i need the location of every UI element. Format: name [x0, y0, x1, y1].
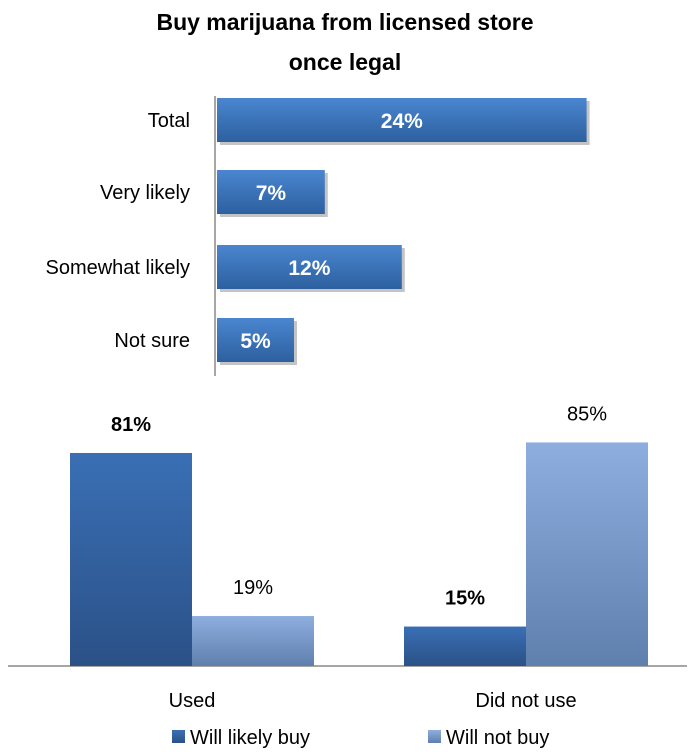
bar-value-label-somewhat-likely: 12% — [288, 257, 330, 280]
bar-did-not-use-will-likely-buy — [404, 626, 526, 666]
category-label-used: Used — [169, 690, 216, 712]
legend-swatch-will-likely-buy — [172, 730, 185, 743]
bar-value-label-not-sure: 5% — [240, 330, 271, 353]
value-label-did-not-use-will-not-buy: 85% — [567, 403, 607, 425]
bar-did-not-use-will-not-buy — [526, 442, 648, 666]
legend-swatch-will-not-buy — [428, 730, 441, 743]
chart-title-line-1: Buy marijuana from licensed store — [156, 9, 533, 35]
bar-very-likely — [217, 170, 325, 214]
value-label-used-will-not-buy: 19% — [233, 577, 273, 599]
legend: Will likely buy Will not buy — [172, 727, 549, 749]
horizontal-bar-chart: 24% Total 7% Very likely 12% Somewhat likely 5… — [45, 96, 590, 376]
legend-label-will-not-buy: Will not buy — [446, 727, 549, 749]
category-label-did-not-use: Did not use — [475, 690, 576, 712]
bar-used-will-not-buy — [192, 616, 314, 666]
bar-value-label-total: 24% — [381, 110, 423, 133]
grouped-bar-chart: 81% 19% Used 15% 85% Did not use — [8, 403, 687, 712]
legend-label-will-likely-buy: Will likely buy — [190, 727, 310, 749]
category-label-not-sure: Not sure — [114, 330, 190, 352]
value-label-did-not-use-will-likely-buy: 15% — [445, 588, 485, 610]
bar-used-will-likely-buy — [70, 452, 192, 666]
chart-title-line-2: once legal — [289, 49, 401, 75]
category-label-somewhat-likely: Somewhat likely — [45, 257, 190, 279]
value-label-used-will-likely-buy: 81% — [111, 414, 151, 436]
bar-total — [217, 98, 587, 142]
category-label-very-likely: Very likely — [100, 182, 190, 204]
category-label-total: Total — [148, 110, 190, 132]
bar-somewhat-likely — [217, 245, 402, 289]
bar-not-sure — [217, 318, 294, 362]
bar-value-label-very-likely: 7% — [256, 182, 287, 205]
